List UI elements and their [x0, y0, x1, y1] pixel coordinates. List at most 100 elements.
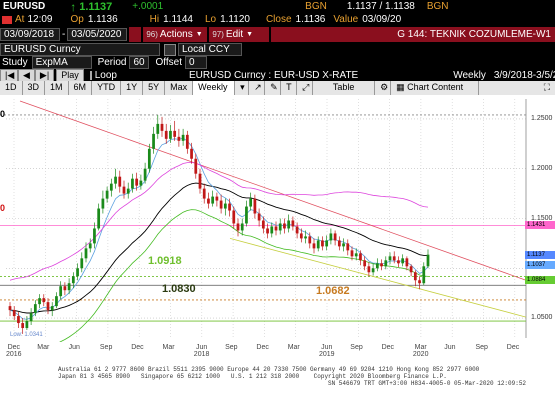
- candle-body: [84, 248, 88, 259]
- actions-label: Actions: [159, 29, 193, 40]
- candle-body: [55, 296, 58, 307]
- edit-menu[interactable]: 97) Edit ▼: [209, 27, 270, 42]
- candle-body: [287, 220, 291, 229]
- tab-ytd[interactable]: YTD: [92, 81, 122, 95]
- chart-area[interactable]: 0 0 1.0918 1.0830 1.0682 Low: 1.0341 1.2…: [0, 95, 555, 342]
- candle-body: [270, 226, 274, 234]
- low-label: Lo: [204, 14, 217, 25]
- x-tick-label: Dec: [506, 344, 520, 351]
- text-icon[interactable]: T: [281, 81, 298, 95]
- axis-price-tag: 1.0884: [525, 275, 555, 284]
- candle-body: [97, 208, 101, 229]
- high-label: Hi: [149, 14, 160, 25]
- arrow-up-icon: ↑: [70, 0, 77, 14]
- calendar-icon[interactable]: [129, 27, 142, 42]
- chevron-down-icon: ▼: [195, 31, 203, 38]
- candle-body: [101, 198, 105, 209]
- candle-body: [126, 188, 130, 194]
- study-select[interactable]: ExpMA: [31, 56, 92, 69]
- ema-line-slow: [9, 182, 428, 314]
- ema-line-fast: [9, 137, 429, 320]
- candle-body: [143, 168, 147, 181]
- draw-icon[interactable]: ✎: [265, 81, 282, 95]
- candle-body: [147, 148, 151, 169]
- x-tick-label: Sep: [475, 344, 488, 351]
- candle-body: [426, 254, 430, 267]
- line-icon[interactable]: ↗: [249, 81, 266, 95]
- candle-body: [50, 306, 54, 311]
- candle-body: [219, 200, 223, 209]
- ticker[interactable]: EURUSD: [0, 0, 49, 13]
- candle-body: [304, 236, 307, 239]
- x-tick-label: Dec 2016: [6, 344, 22, 358]
- edit-label: Edit: [225, 29, 244, 40]
- axis-price-tag: 1.1431: [525, 221, 555, 230]
- chart-subtitle: EURUSD Curncy : EUR-USD X-RATE: [188, 70, 359, 81]
- quote-line: EURUSD ↑ 1.1137 +.0001 BGN 1.1137 / 1.11…: [0, 0, 555, 14]
- candle-body: [46, 302, 50, 311]
- value-date: 03/09/20: [362, 14, 402, 25]
- period-input[interactable]: 60: [129, 56, 150, 69]
- candle-body: [325, 240, 329, 247]
- candle-body: [156, 123, 160, 134]
- tab-6m[interactable]: 6M: [68, 81, 93, 95]
- candle-body: [152, 133, 155, 149]
- chevron-down-icon[interactable]: ▾: [235, 81, 250, 95]
- candle-body: [190, 148, 193, 159]
- start-date-field[interactable]: 03/09/2018: [0, 28, 60, 41]
- candle-body: [397, 260, 400, 264]
- offset-label: Offset: [155, 57, 182, 68]
- security-field[interactable]: EURUSD Curncy: [0, 43, 160, 56]
- candle-body: [261, 220, 265, 229]
- candle-body: [29, 313, 33, 322]
- candle-body: [12, 310, 16, 317]
- candle-body: [413, 272, 417, 281]
- candle-body: [42, 298, 46, 303]
- last-price: 1.1137: [79, 0, 113, 13]
- tab-1y[interactable]: 1Y: [121, 81, 144, 95]
- chart-content-button[interactable]: ▦ Chart Content: [391, 81, 480, 95]
- tab-1d[interactable]: 1D: [0, 81, 23, 95]
- value-label: Value: [333, 14, 359, 25]
- candle-body: [181, 134, 185, 141]
- tab-1m[interactable]: 1M: [45, 81, 69, 95]
- candle-body: [215, 196, 219, 201]
- candle-body: [38, 298, 41, 305]
- x-tick-label: Dec: [381, 344, 395, 351]
- end-date-field[interactable]: 03/05/2020: [67, 28, 128, 41]
- candle-body: [363, 260, 367, 267]
- tab-max[interactable]: Max: [165, 81, 194, 95]
- table-button[interactable]: Table: [313, 81, 376, 95]
- search-icon[interactable]: [164, 43, 176, 56]
- candle-body: [93, 228, 96, 244]
- candle-body: [392, 256, 396, 261]
- at-label: At: [15, 14, 25, 25]
- frequency-select[interactable]: Weekly: [193, 81, 236, 95]
- open-label: Op: [70, 14, 84, 25]
- offset-input[interactable]: 0: [184, 56, 207, 69]
- level-1-0830: 1.0830: [162, 283, 196, 295]
- step-back-button[interactable]: ◀: [18, 69, 35, 82]
- candle-body: [131, 178, 134, 189]
- candle-body: [253, 198, 257, 214]
- x-tick-label: Jun 2018: [193, 344, 210, 358]
- candle-body: [375, 263, 379, 269]
- currency-select[interactable]: Local CCY: [178, 43, 242, 56]
- candle-body: [122, 186, 126, 194]
- open-value: 1.1136: [87, 14, 118, 25]
- quote-time: 12:09: [27, 14, 53, 25]
- candle-body: [321, 240, 324, 247]
- loop-checkbox[interactable]: [89, 71, 92, 80]
- tab-3d[interactable]: 3D: [22, 81, 46, 95]
- price-chart[interactable]: [0, 95, 555, 342]
- fullscreen-icon[interactable]: ⛶: [479, 81, 555, 95]
- candle-body: [105, 190, 109, 199]
- gear-icon[interactable]: ⚙: [375, 81, 392, 95]
- tab-5y[interactable]: 5Y: [143, 81, 166, 95]
- trend-line-support: [229, 238, 527, 318]
- candle-body: [8, 306, 12, 311]
- expand-icon[interactable]: ⤢: [297, 81, 314, 95]
- x-tick-label: Sep: [99, 344, 113, 351]
- actions-menu[interactable]: 96) Actions ▼: [143, 27, 208, 42]
- candle-body: [295, 226, 299, 234]
